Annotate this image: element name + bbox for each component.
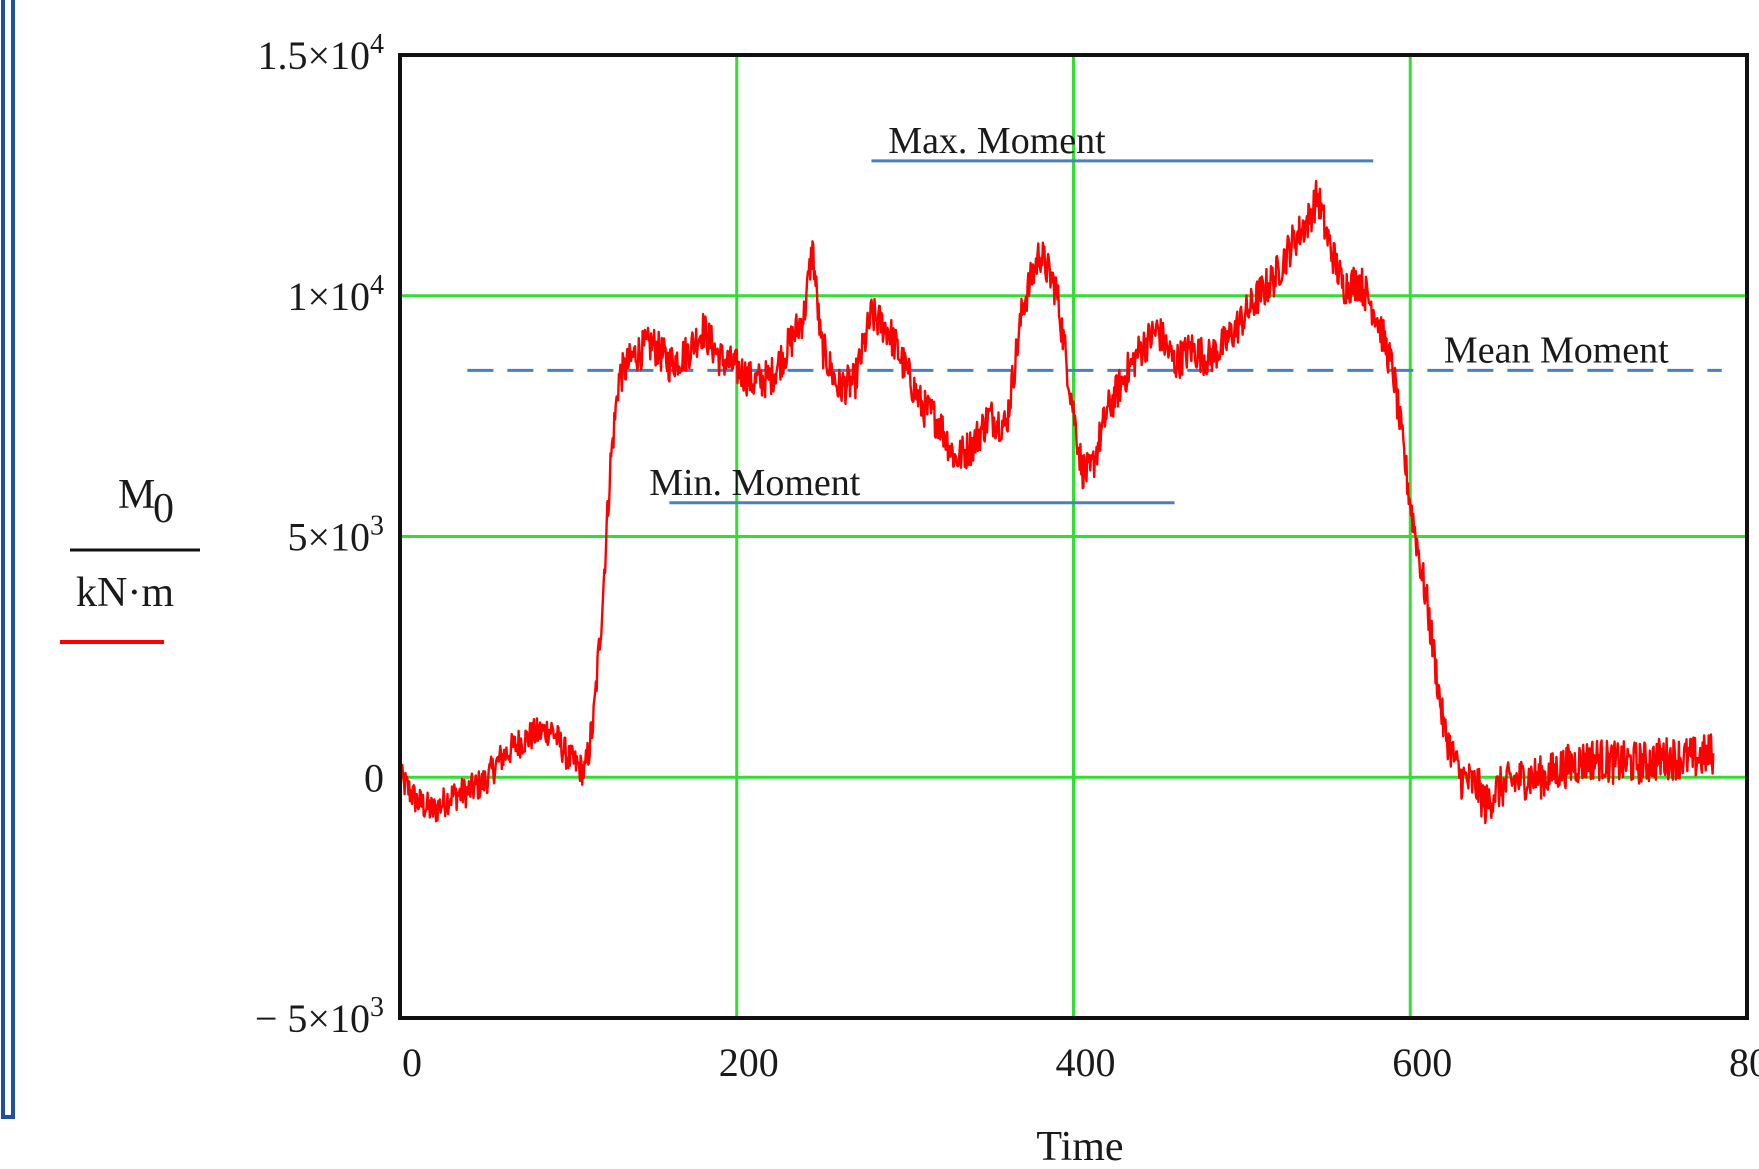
x-tick-label-2: 400 bbox=[1056, 1040, 1116, 1085]
plot-border bbox=[398, 53, 1749, 1020]
y-tick-label-3: 0 bbox=[364, 755, 384, 800]
series-layer bbox=[398, 179, 1715, 825]
x-tick-label-4: 800 bbox=[1729, 1040, 1759, 1085]
x-tick-labels: 0 200 400 600 800 bbox=[402, 1040, 1759, 1085]
frame-border bbox=[1, 0, 15, 1119]
reference-label-1: Mean Moment bbox=[1444, 329, 1669, 371]
y-tick-label-2: 5×103 bbox=[287, 511, 384, 560]
reference-lines: Max. Moment Mean Moment Min. Moment bbox=[467, 120, 1722, 505]
y-tick-label-1: 1×104 bbox=[287, 270, 384, 319]
y-tick-label-0: 1.5×104 bbox=[257, 29, 384, 78]
y-axis-title: M 0 kN·m bbox=[60, 472, 200, 644]
y-tick-labels: 1.5×104 1×104 5×103 0 − 5×103 bbox=[255, 29, 384, 1041]
y-tick-label-4: − 5×103 bbox=[255, 992, 384, 1041]
y-axis-title-numerator: M bbox=[118, 472, 155, 518]
x-tick-label-1: 200 bbox=[719, 1040, 779, 1085]
y-axis-title-subscript: 0 bbox=[153, 486, 174, 532]
series-line-0 bbox=[398, 179, 1715, 825]
x-tick-label-0: 0 bbox=[402, 1040, 422, 1085]
reference-label-0: Max. Moment bbox=[888, 120, 1106, 162]
reference-label-2: Min. Moment bbox=[649, 462, 861, 504]
grid-lines bbox=[400, 55, 1747, 1018]
x-axis-title: Time bbox=[1036, 1124, 1123, 1169]
y-axis-title-denominator: kN·m bbox=[76, 570, 174, 616]
x-tick-label-3: 600 bbox=[1392, 1040, 1452, 1085]
